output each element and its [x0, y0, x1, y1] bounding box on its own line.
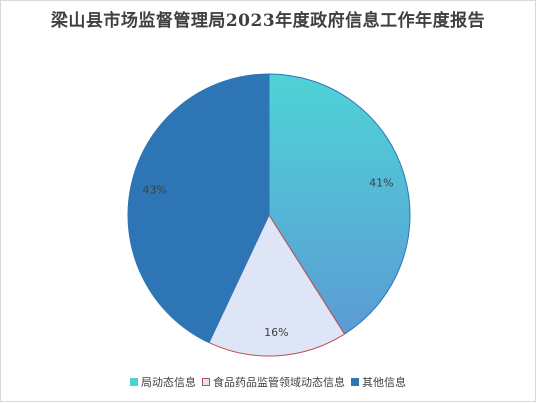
data-label-2: 43%	[143, 183, 167, 196]
data-label-1: 16%	[264, 326, 288, 339]
pie-slice-0	[268, 73, 411, 335]
legend-item-2: 其他信息	[351, 374, 406, 390]
legend-swatch-2	[351, 378, 359, 386]
legend-item-1: 食品药品监管领域动态信息	[202, 374, 345, 390]
data-label-0: 41%	[369, 176, 393, 189]
pie-slice-1	[208, 213, 346, 357]
chart-title: 梁山县市场监督管理局2023年度政府信息工作年度报告	[50, 11, 486, 31]
chart-legend: 局动态信息 食品药品监管领域动态信息 其他信息	[1, 374, 535, 390]
legend-label-0: 局动态信息	[141, 376, 196, 389]
pie-slice-2	[127, 73, 270, 344]
legend-label-1: 食品药品监管领域动态信息	[213, 376, 345, 389]
legend-label-2: 其他信息	[362, 376, 406, 389]
legend-item-0: 局动态信息	[130, 374, 196, 390]
legend-swatch-0	[130, 378, 138, 386]
legend-swatch-1	[202, 378, 210, 386]
